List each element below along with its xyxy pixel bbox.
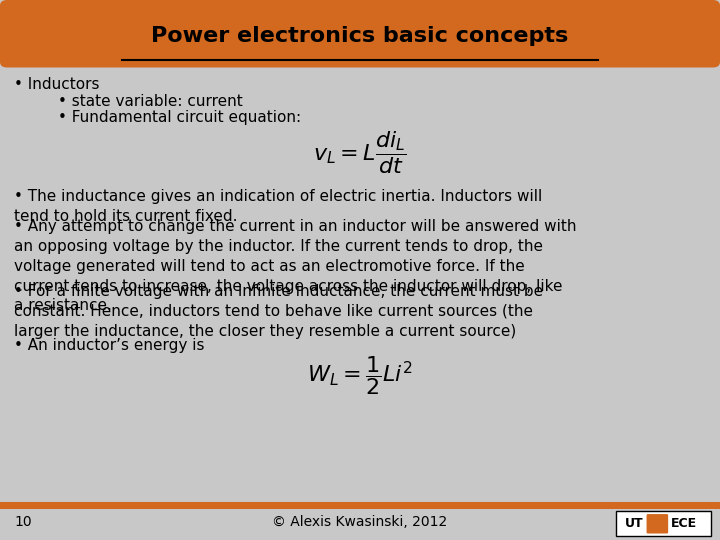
Text: • For a finite voltage with an infinite inductance, the current must be
constant: • For a finite voltage with an infinite … xyxy=(14,284,544,339)
Text: ECE: ECE xyxy=(671,517,697,530)
Text: • Inductors: • Inductors xyxy=(14,77,100,92)
Text: Power electronics basic concepts: Power electronics basic concepts xyxy=(151,25,569,46)
Text: 10: 10 xyxy=(14,515,32,529)
Text: • An inductor’s energy is: • An inductor’s energy is xyxy=(14,338,205,353)
Text: © Alexis Kwasinski, 2012: © Alexis Kwasinski, 2012 xyxy=(272,515,448,529)
Text: UT: UT xyxy=(625,517,644,530)
Text: $v_L = L\dfrac{di_L}{dt}$: $v_L = L\dfrac{di_L}{dt}$ xyxy=(313,129,407,176)
Text: • Any attempt to change the current in an inductor will be answered with
an oppo: • Any attempt to change the current in a… xyxy=(14,219,577,313)
Text: • Fundamental circuit equation:: • Fundamental circuit equation: xyxy=(58,110,301,125)
Text: • The inductance gives an indication of electric inertia. Inductors will
tend to: • The inductance gives an indication of … xyxy=(14,189,543,224)
Text: $W_L = \dfrac{1}{2}Li^2$: $W_L = \dfrac{1}{2}Li^2$ xyxy=(307,354,413,397)
Text: • state variable: current: • state variable: current xyxy=(58,94,243,110)
